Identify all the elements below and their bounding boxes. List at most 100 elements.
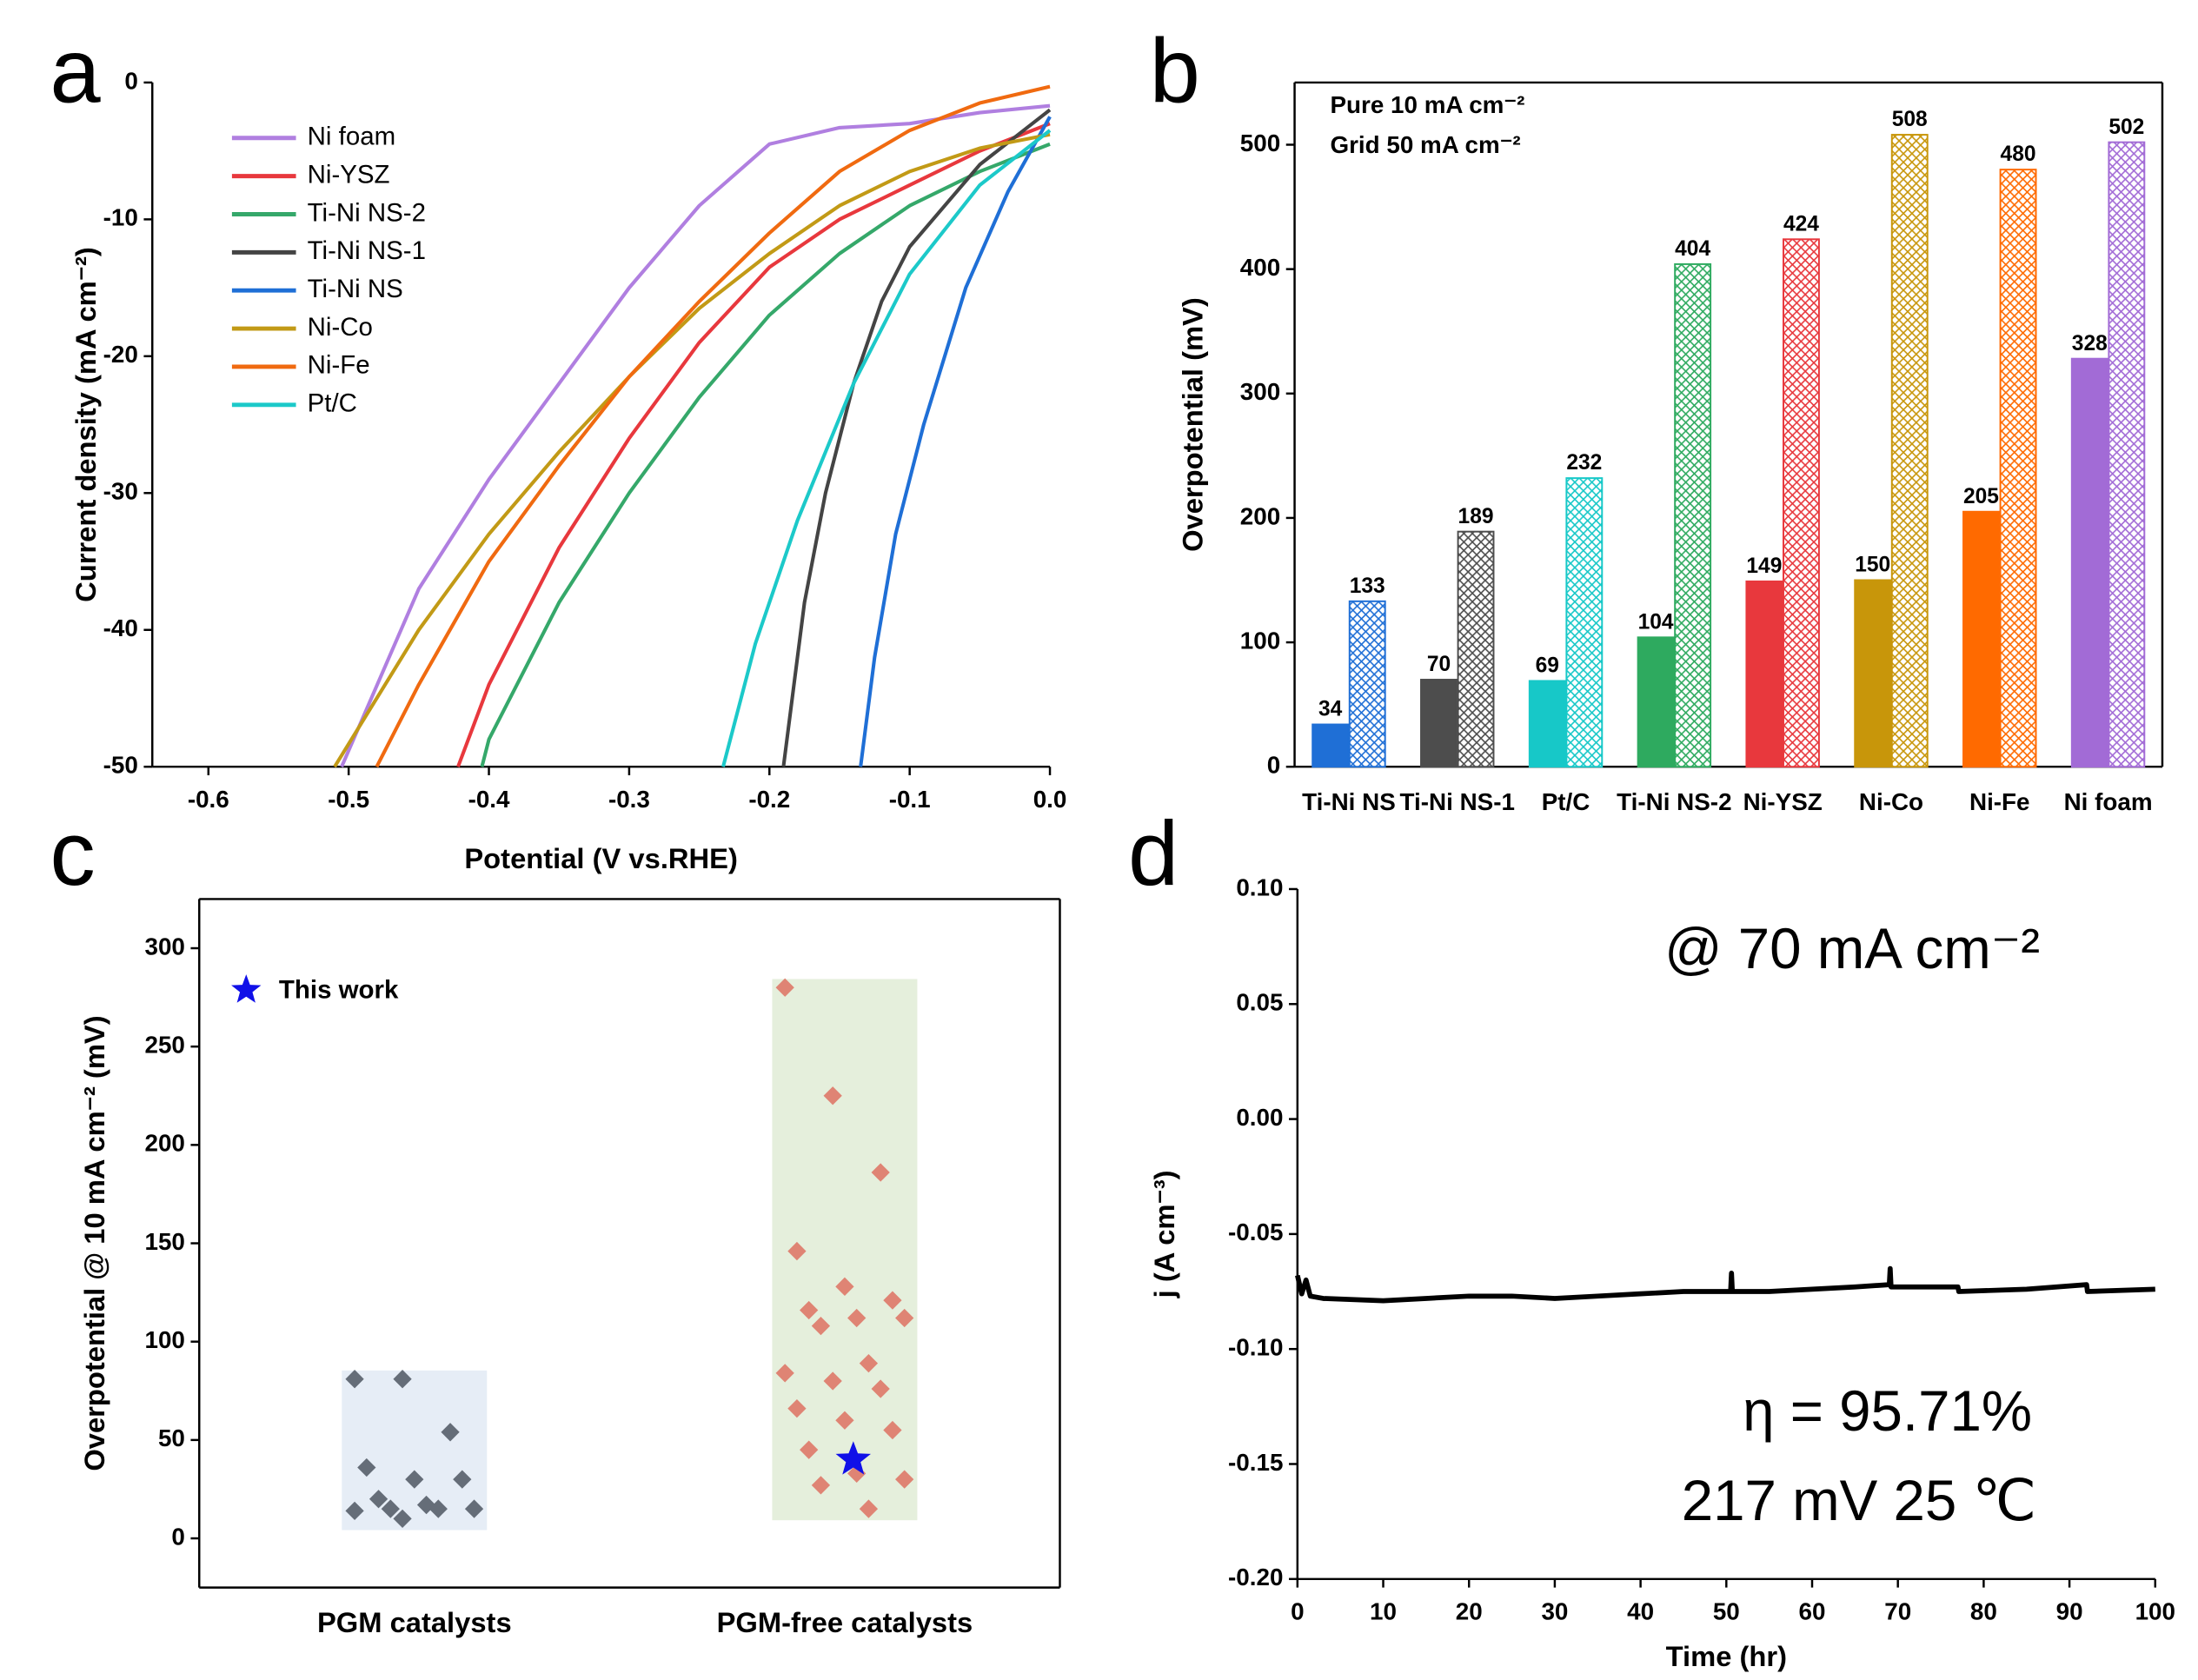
value-label: 424 [1783, 212, 1819, 236]
value-label: 69 [1536, 654, 1559, 678]
data-point [895, 1470, 914, 1489]
annotation: η = 95.71% [1743, 1379, 2032, 1443]
line-series [721, 129, 1052, 767]
x-tick-label: Ti-Ni NS [1302, 788, 1396, 815]
value-label: 70 [1427, 653, 1451, 676]
x-tick-label: -0.1 [889, 786, 931, 813]
x-tick-label: Ni foam [2064, 788, 2153, 815]
data-point [441, 1423, 460, 1442]
data-point [428, 1499, 448, 1518]
data-point [453, 1470, 472, 1489]
y-tick-label: 300 [144, 933, 184, 960]
value-label: 149 [1746, 554, 1782, 578]
x-axis-label: Time (hr) [1666, 1640, 1787, 1672]
x-tick-label: Ni-YSZ [1743, 788, 1823, 815]
x-axis-label: Potential (V vs.RHE) [464, 842, 738, 874]
x-tick-label: 20 [1456, 1597, 1483, 1624]
legend-label: Pt/C [308, 389, 357, 418]
legend-label: Pure 10 mA cm⁻² [1330, 91, 1524, 118]
bar [1854, 579, 1892, 768]
data-point [811, 1316, 831, 1336]
line-series [480, 142, 1051, 767]
x-tick-label: -0.6 [188, 786, 229, 813]
panel-label: d [1128, 803, 1179, 905]
data-point [800, 1440, 819, 1459]
x-tick-label: Ni-Fe [1969, 788, 2030, 815]
panel-label: b [1150, 21, 1200, 123]
y-tick-label: -0.15 [1228, 1449, 1283, 1476]
x-tick-label: Ti-Ni NS-1 [1400, 788, 1515, 815]
value-label: 104 [1638, 610, 1674, 634]
data-point [883, 1291, 902, 1310]
panel-label: a [50, 21, 101, 123]
annotation: 217 mV 25 ℃ [1682, 1469, 2036, 1532]
y-axis-label: j (A cm⁻³) [1148, 1170, 1180, 1298]
data-point [800, 1300, 819, 1320]
y-axis-label: Current density (mA cm⁻²) [70, 247, 102, 602]
x-tick-label: -0.4 [468, 786, 510, 813]
bar [1782, 238, 1820, 768]
data-point [405, 1470, 424, 1489]
group-shade [342, 1370, 488, 1531]
y-tick-label: -0.10 [1228, 1334, 1283, 1361]
data-point [369, 1490, 388, 1509]
y-tick-label: 100 [144, 1326, 184, 1353]
y-tick-label: -0.05 [1228, 1218, 1283, 1245]
line-series [333, 132, 1051, 768]
data-point [895, 1308, 914, 1328]
y-tick-label: 50 [158, 1424, 185, 1451]
bar [1311, 723, 1350, 768]
y-tick-label: -20 [103, 341, 138, 368]
y-tick-label: 300 [1240, 378, 1280, 405]
x-tick-label: 50 [1713, 1597, 1740, 1624]
line-series [859, 116, 1052, 767]
data-point [835, 1411, 854, 1430]
y-tick-label: 400 [1240, 254, 1280, 281]
y-axis-label: Overpotential (mV) [1177, 297, 1209, 552]
value-label: 328 [2072, 332, 2108, 355]
value-label: 189 [1458, 505, 1494, 528]
y-tick-label: 0 [171, 1523, 184, 1550]
bar [1637, 636, 1675, 768]
y-tick-label: -10 [103, 204, 138, 231]
data-point [883, 1420, 902, 1440]
data-point [859, 1353, 879, 1373]
y-tick-label: -40 [103, 614, 138, 641]
value-label: 404 [1675, 237, 1710, 261]
y-tick-label: 250 [144, 1032, 184, 1059]
x-tick-label: -0.2 [748, 786, 790, 813]
bar [1528, 680, 1566, 768]
y-tick-label: 200 [144, 1130, 184, 1157]
data-point [787, 1241, 807, 1261]
value-label: 508 [1892, 108, 1928, 131]
value-label: 150 [1855, 554, 1890, 577]
legend-label: Ni-YSZ [308, 160, 390, 189]
y-axis-label: Overpotential @ 10 mA cm⁻² (mV) [78, 1015, 110, 1471]
data-point [811, 1476, 831, 1495]
y-tick-label: 0 [124, 67, 137, 94]
legend-label: Grid 50 mA cm⁻² [1330, 131, 1520, 158]
value-label: 133 [1350, 574, 1385, 598]
bar [1890, 134, 1929, 768]
data-point [835, 1277, 854, 1296]
x-tick-label: Pt/C [1542, 788, 1590, 815]
data-point [775, 978, 794, 997]
y-tick-label: 0.05 [1236, 989, 1283, 1016]
y-tick-label: 150 [144, 1228, 184, 1255]
line-series [1295, 1265, 2155, 1304]
legend-label: Ni-Co [308, 313, 373, 342]
y-tick-label: 500 [1240, 129, 1280, 156]
bar [2070, 357, 2108, 768]
legend-label: Ni-Fe [308, 351, 370, 380]
bar [1420, 679, 1458, 768]
data-point [823, 1086, 842, 1106]
data-point [787, 1399, 807, 1418]
data-point [871, 1163, 890, 1182]
legend-label: Ti-Ni NS [308, 275, 403, 303]
value-label: 34 [1318, 698, 1343, 721]
legend-label: This work [279, 976, 399, 1005]
value-label: 502 [2108, 116, 2144, 139]
bar [1674, 262, 1712, 768]
x-tick-label: 0.0 [1033, 786, 1067, 813]
